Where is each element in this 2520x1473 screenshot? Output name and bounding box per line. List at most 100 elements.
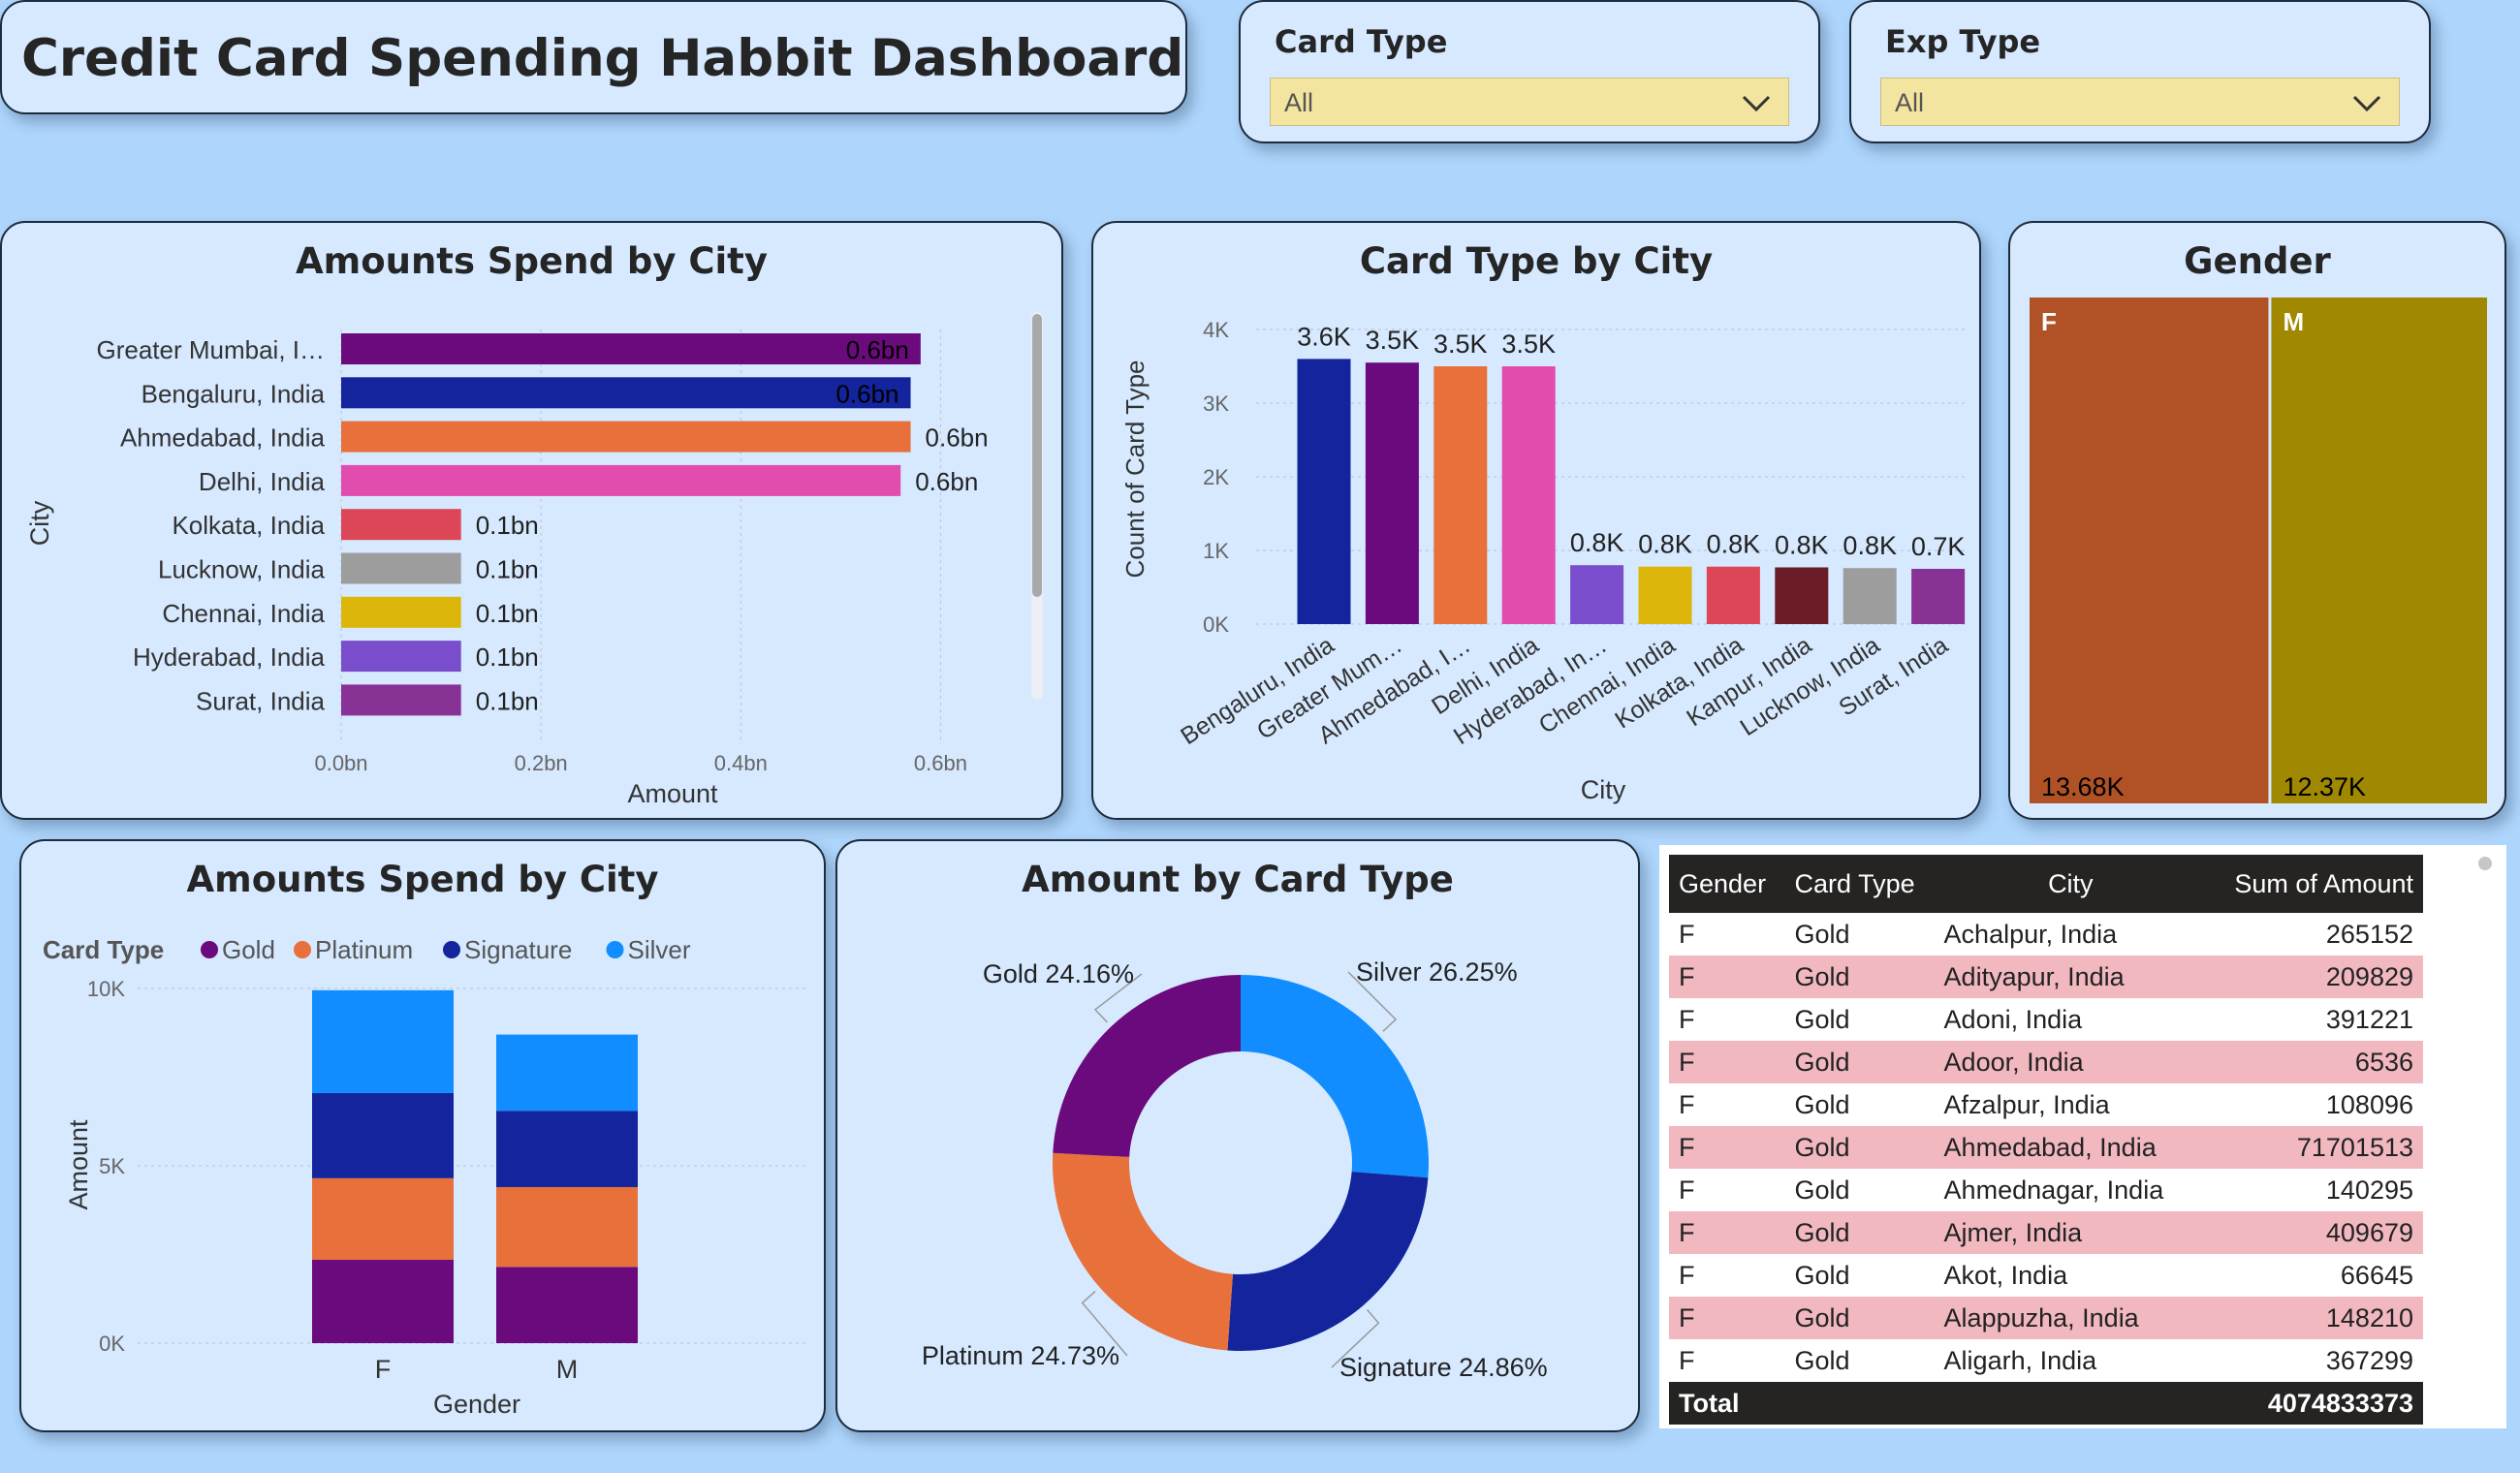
table-cell: F: [1669, 956, 1785, 998]
table-cell: F: [1679, 1345, 1695, 1375]
chevron-down-icon: [1742, 95, 1771, 112]
dropdown-value: All: [1895, 88, 1925, 117]
y-tick-label: Delhi, India: [199, 467, 326, 496]
chevron-down-icon: [2352, 95, 2381, 112]
y-tick-label: Kolkata, India: [172, 511, 325, 540]
card-type-dropdown[interactable]: All: [1270, 78, 1789, 126]
table-row[interactable]: F Gold Ahmednagar, India 140295: [1669, 1169, 2423, 1211]
bar: [1297, 359, 1351, 624]
table-cell: 265152: [2325, 919, 2413, 949]
bar-segment: [496, 1267, 638, 1343]
column-header[interactable]: Card Type: [1784, 855, 1935, 913]
table-cell: Ahmednagar, India: [1943, 1175, 2164, 1205]
amount-by-city-panel: Amounts Spend by City 0.0bn 0.2bn 0.4bn 0.6…: [0, 221, 1063, 820]
table-cell: 367299: [2325, 1345, 2413, 1375]
table-row[interactable]: F Gold Ahmedabad, India 71701513: [1669, 1126, 2423, 1169]
table-cell: F: [1679, 1089, 1695, 1119]
y-tick-label: 5K: [99, 1154, 125, 1178]
data-label: 0.8K: [1843, 531, 1897, 560]
data-label: 3.5K: [1433, 329, 1488, 359]
table-cell: F: [1669, 1297, 1785, 1339]
bar-segment: [312, 1177, 454, 1260]
bar: [1911, 569, 1966, 624]
table-row[interactable]: F Gold Alappuzha, India 148210: [1669, 1297, 2423, 1339]
amount-table-panel: Gender Card Type City Sum of Amount F Gold Ac…: [1659, 845, 2506, 1428]
gender-panel: Gender F 13.68K M 12.37K: [2008, 221, 2506, 820]
table-row[interactable]: F Gold Afzalpur, India 108096: [1669, 1083, 2423, 1126]
bar: [1775, 567, 1829, 624]
legend-label: Signature: [464, 935, 572, 964]
tile-label: F: [2041, 307, 2057, 336]
y-tick-label: 0K: [99, 1332, 125, 1356]
column-header[interactable]: City: [1934, 855, 2208, 913]
table-row[interactable]: F Gold Adoni, India 391221: [1669, 998, 2423, 1041]
legend-marker: [201, 941, 218, 958]
bar: [341, 552, 461, 584]
data-label: 0.8K: [1775, 530, 1829, 559]
legend-marker: [294, 941, 311, 958]
y-tick-label: 3K: [1203, 392, 1229, 416]
data-label: Platinum 24.73%: [922, 1341, 1119, 1370]
table-cell: F: [1679, 1004, 1695, 1034]
amount-table: Gender Card Type City Sum of Amount F Gold Ac…: [1669, 855, 2423, 1425]
legend-label: Platinum: [315, 935, 413, 964]
bar: [1843, 568, 1897, 624]
table-cell: Gold: [1794, 1345, 1850, 1375]
y-tick-label: Chennai, India: [162, 599, 325, 628]
slicer-title: Card Type: [1275, 23, 1448, 60]
bar-segment: [496, 1034, 638, 1112]
bar: [1570, 565, 1624, 624]
exp-type-dropdown[interactable]: All: [1880, 78, 2400, 126]
data-label: 0.6bn: [846, 335, 909, 364]
x-axis-title: Gender: [433, 1390, 520, 1419]
donut-slice: [1227, 1172, 1429, 1351]
table-row[interactable]: F Gold Achalpur, India 265152: [1669, 913, 2423, 956]
table-total-row: Total 4074833373: [1669, 1382, 2423, 1425]
table-cell: Gold: [1794, 1175, 1850, 1205]
bar: [341, 596, 461, 628]
table-cell: Gold: [1784, 1126, 1935, 1169]
chart-title: Card Type by City: [1359, 240, 1714, 282]
leader-line: [1093, 973, 1143, 1023]
table-scroll-indicator[interactable]: [2478, 857, 2492, 870]
table-cell: F: [1669, 1211, 1785, 1254]
column-header[interactable]: Gender: [1669, 855, 1785, 913]
data-label: 0.7K: [1911, 532, 1966, 561]
donut-slice: [1053, 975, 1241, 1157]
y-tick-label: Lucknow, India: [158, 555, 326, 584]
tile-value: 12.37K: [2283, 772, 2366, 801]
chart-title: Amounts Spend by City: [186, 859, 659, 900]
y-tick-label: 0K: [1203, 612, 1229, 637]
bar: [341, 377, 911, 409]
table-cell: Alappuzha, India: [1934, 1297, 2208, 1339]
amount-by-card-type-chart: Silver 26.25% Signature 24.86% Platinum 24…: [922, 957, 1548, 1382]
donut-slice: [1053, 1152, 1233, 1351]
y-tick-label: 2K: [1203, 465, 1229, 489]
table-row[interactable]: F Gold Aligarh, India 367299: [1669, 1339, 2423, 1382]
table-row[interactable]: F Gold Adityapur, India 209829: [1669, 956, 2423, 998]
data-label: Silver 26.25%: [1356, 957, 1518, 987]
column-header[interactable]: Sum of Amount: [2207, 855, 2423, 913]
table-cell: Gold: [1784, 1297, 1935, 1339]
scrollbar-thumb[interactable]: [1032, 314, 1042, 597]
slicer-title: Exp Type: [1885, 23, 2041, 60]
table-row[interactable]: F Gold Ajmer, India 409679: [1669, 1211, 2423, 1254]
y-tick-label: Greater Mumbai, I…: [96, 335, 325, 364]
scrollbar[interactable]: [1031, 312, 1043, 700]
data-label: 3.6K: [1297, 322, 1351, 351]
bar: [1638, 566, 1692, 624]
table-cell: Gold: [1784, 1041, 1935, 1083]
data-label: 3.5K: [1501, 329, 1556, 359]
table-cell: F: [1669, 1041, 1785, 1083]
x-axis-title: City: [1581, 775, 1626, 804]
table-row[interactable]: F Gold Adoor, India 6536: [1669, 1041, 2423, 1083]
bar: [1365, 362, 1419, 624]
table-cell: Gold: [1794, 1260, 1850, 1290]
table-cell: 108096: [2325, 1089, 2413, 1119]
y-tick-label: 1K: [1203, 539, 1229, 563]
amount-by-gender-chart: 0K 5K 10K Card Type Gold Platinum Signature Sil…: [43, 935, 806, 1419]
y-tick-label: 4K: [1203, 318, 1229, 342]
table-row[interactable]: F Gold Akot, India 66645: [1669, 1254, 2423, 1297]
bar-segment: [496, 1186, 638, 1268]
y-axis-title: City: [25, 500, 54, 546]
